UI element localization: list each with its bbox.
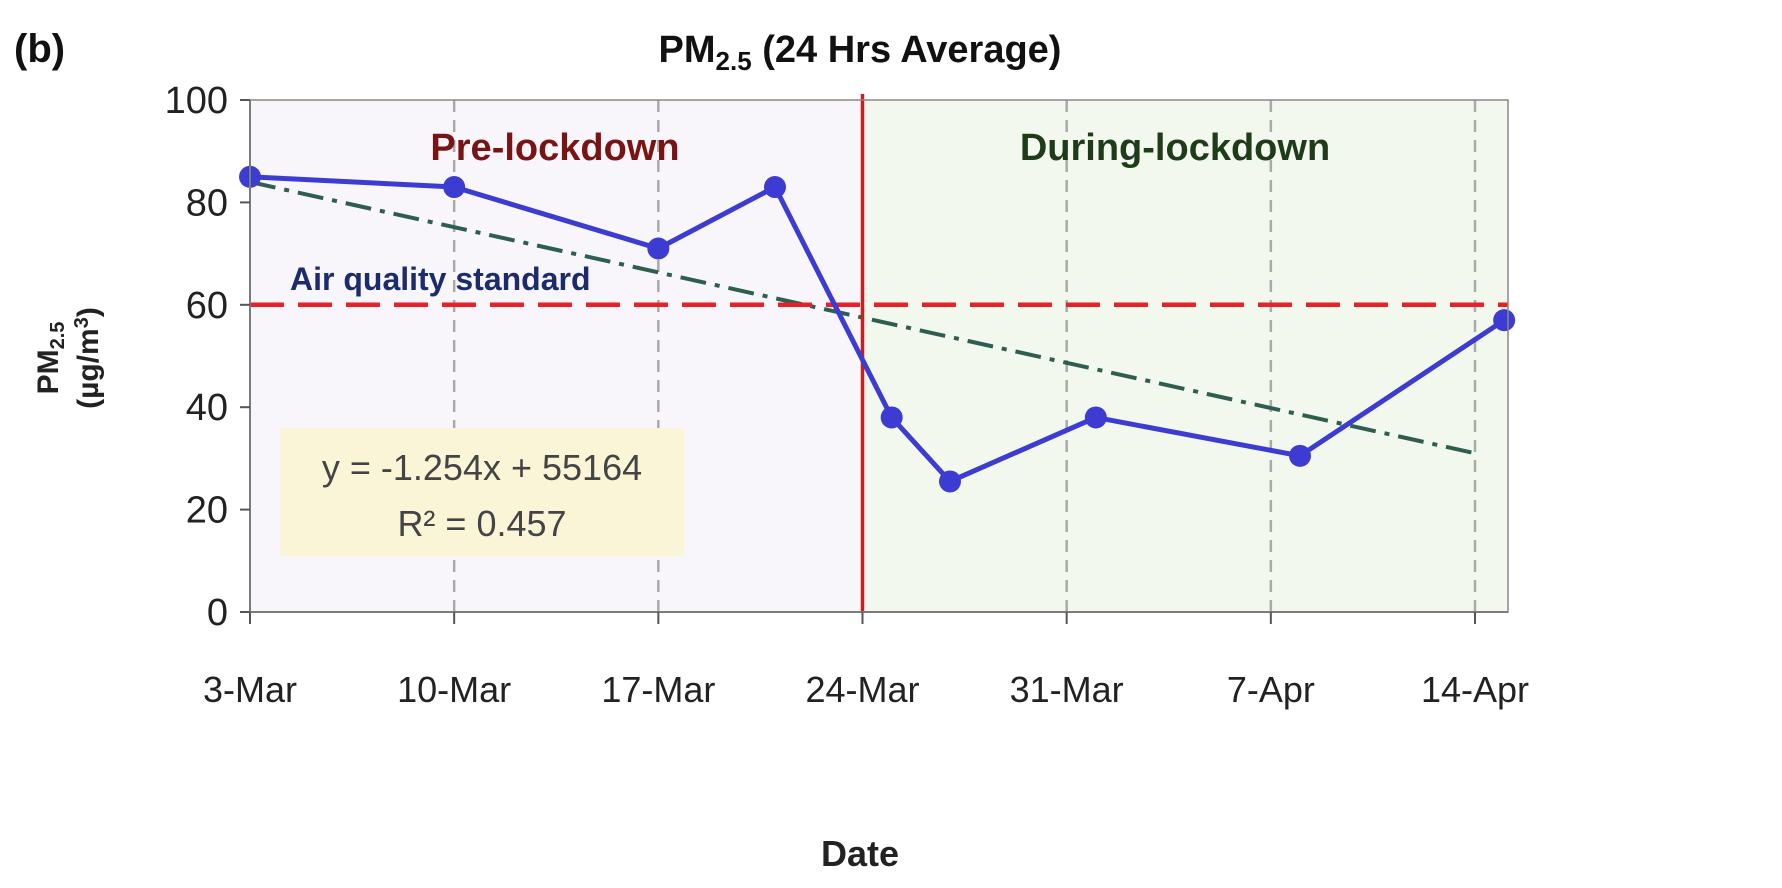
plot-frame [249,99,1509,613]
y-tick-labels: 0 20 40 60 80 100 [165,80,250,634]
x-tick-label-3-Mar: 3-Mar [203,669,297,710]
ylabel-unit: (µg/m [72,328,105,409]
data-point-27-Mar [939,470,961,493]
data-point-25-Mar [880,406,903,429]
x-tick-label-7-Apr: 7-Apr [1227,669,1315,710]
y-tick-label-80: 80 [186,182,228,224]
svg-text:PM2.5: PM2.5 [32,322,69,395]
during-lockdown-region [862,100,1508,612]
title-rest: (24 Hrs Average) [752,29,1062,71]
x-tick-label-31-Mar: 31-Mar [1010,669,1124,710]
svg-text:(µg/m3): (µg/m3) [71,307,105,409]
data-point-15-Apr [1493,309,1516,332]
data-point-10-Mar [443,176,466,199]
ylabel-unit-close: ) [72,307,105,317]
y-tick-label-0: 0 [207,592,228,634]
r-squared-text: R² = 0.457 [397,503,566,544]
ylabel-main: PM [32,349,65,394]
panel-label: (b) [14,27,65,71]
data-point-17-Mar [647,237,670,260]
equation-text: y = -1.254x + 55164 [322,447,642,488]
pre-lockdown-label: Pre-lockdown [430,127,679,169]
during-lockdown-label: During-lockdown [1020,127,1330,169]
y-tick-label-40: 40 [186,387,228,429]
ylabel-unit-superscript: 3 [71,317,93,328]
x-axis-label: Date [821,833,899,874]
x-tick-label-24-Mar: 24-Mar [805,669,919,710]
y-tick-label-100: 100 [165,80,228,122]
ylabel-subscript: 2.5 [47,322,69,350]
y-tick-label-20: 20 [186,490,228,532]
y-axis-label: PM2.5 (µg/m3) [32,307,105,409]
air-quality-standard-label: Air quality standard [290,261,591,297]
title-main: PM [659,29,716,71]
x-tick-labels: 3-Mar 10-Mar 17-Mar 24-Mar 31-Mar 7-Apr 14-Apr [203,612,1529,710]
equation-box [280,428,684,556]
title-subscript: 2.5 [716,46,752,76]
data-point-8-Apr [1289,444,1311,467]
chart-title: PM2.5 (24 Hrs Average) [659,29,1062,76]
x-tick-label-14-Apr: 14-Apr [1421,669,1529,710]
data-point-21-Mar [764,176,786,199]
x-tick-label-10-Mar: 10-Mar [397,669,511,710]
y-tick-label-60: 60 [186,285,228,327]
x-tick-label-17-Mar: 17-Mar [601,669,715,710]
data-point-1-Apr [1084,406,1107,429]
